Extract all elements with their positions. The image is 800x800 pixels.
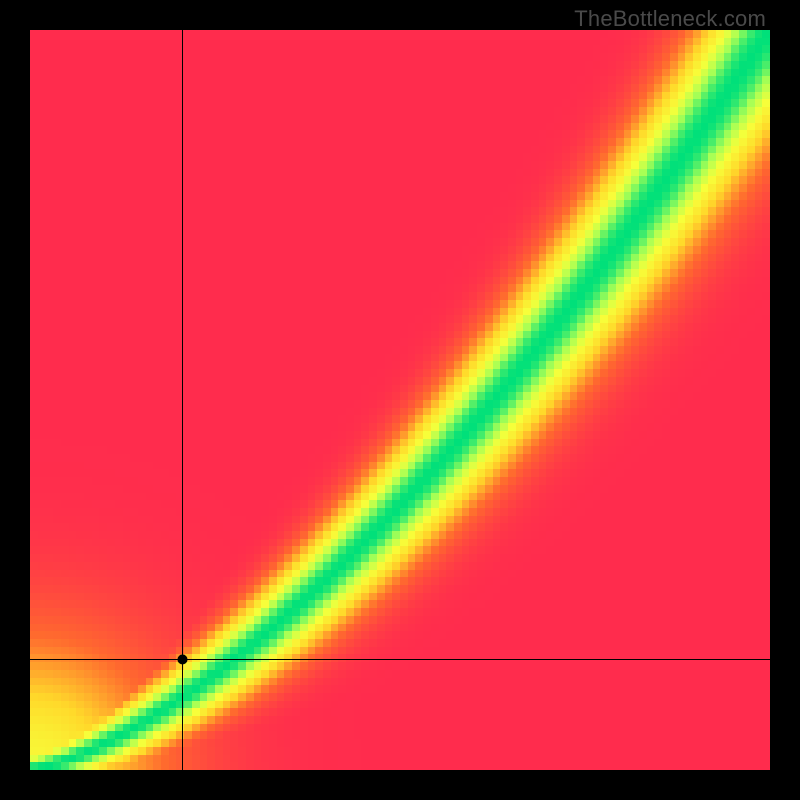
bottleneck-heatmap	[30, 30, 770, 770]
chart-container: TheBottleneck.com	[0, 0, 800, 800]
watermark-text: TheBottleneck.com	[574, 6, 766, 32]
